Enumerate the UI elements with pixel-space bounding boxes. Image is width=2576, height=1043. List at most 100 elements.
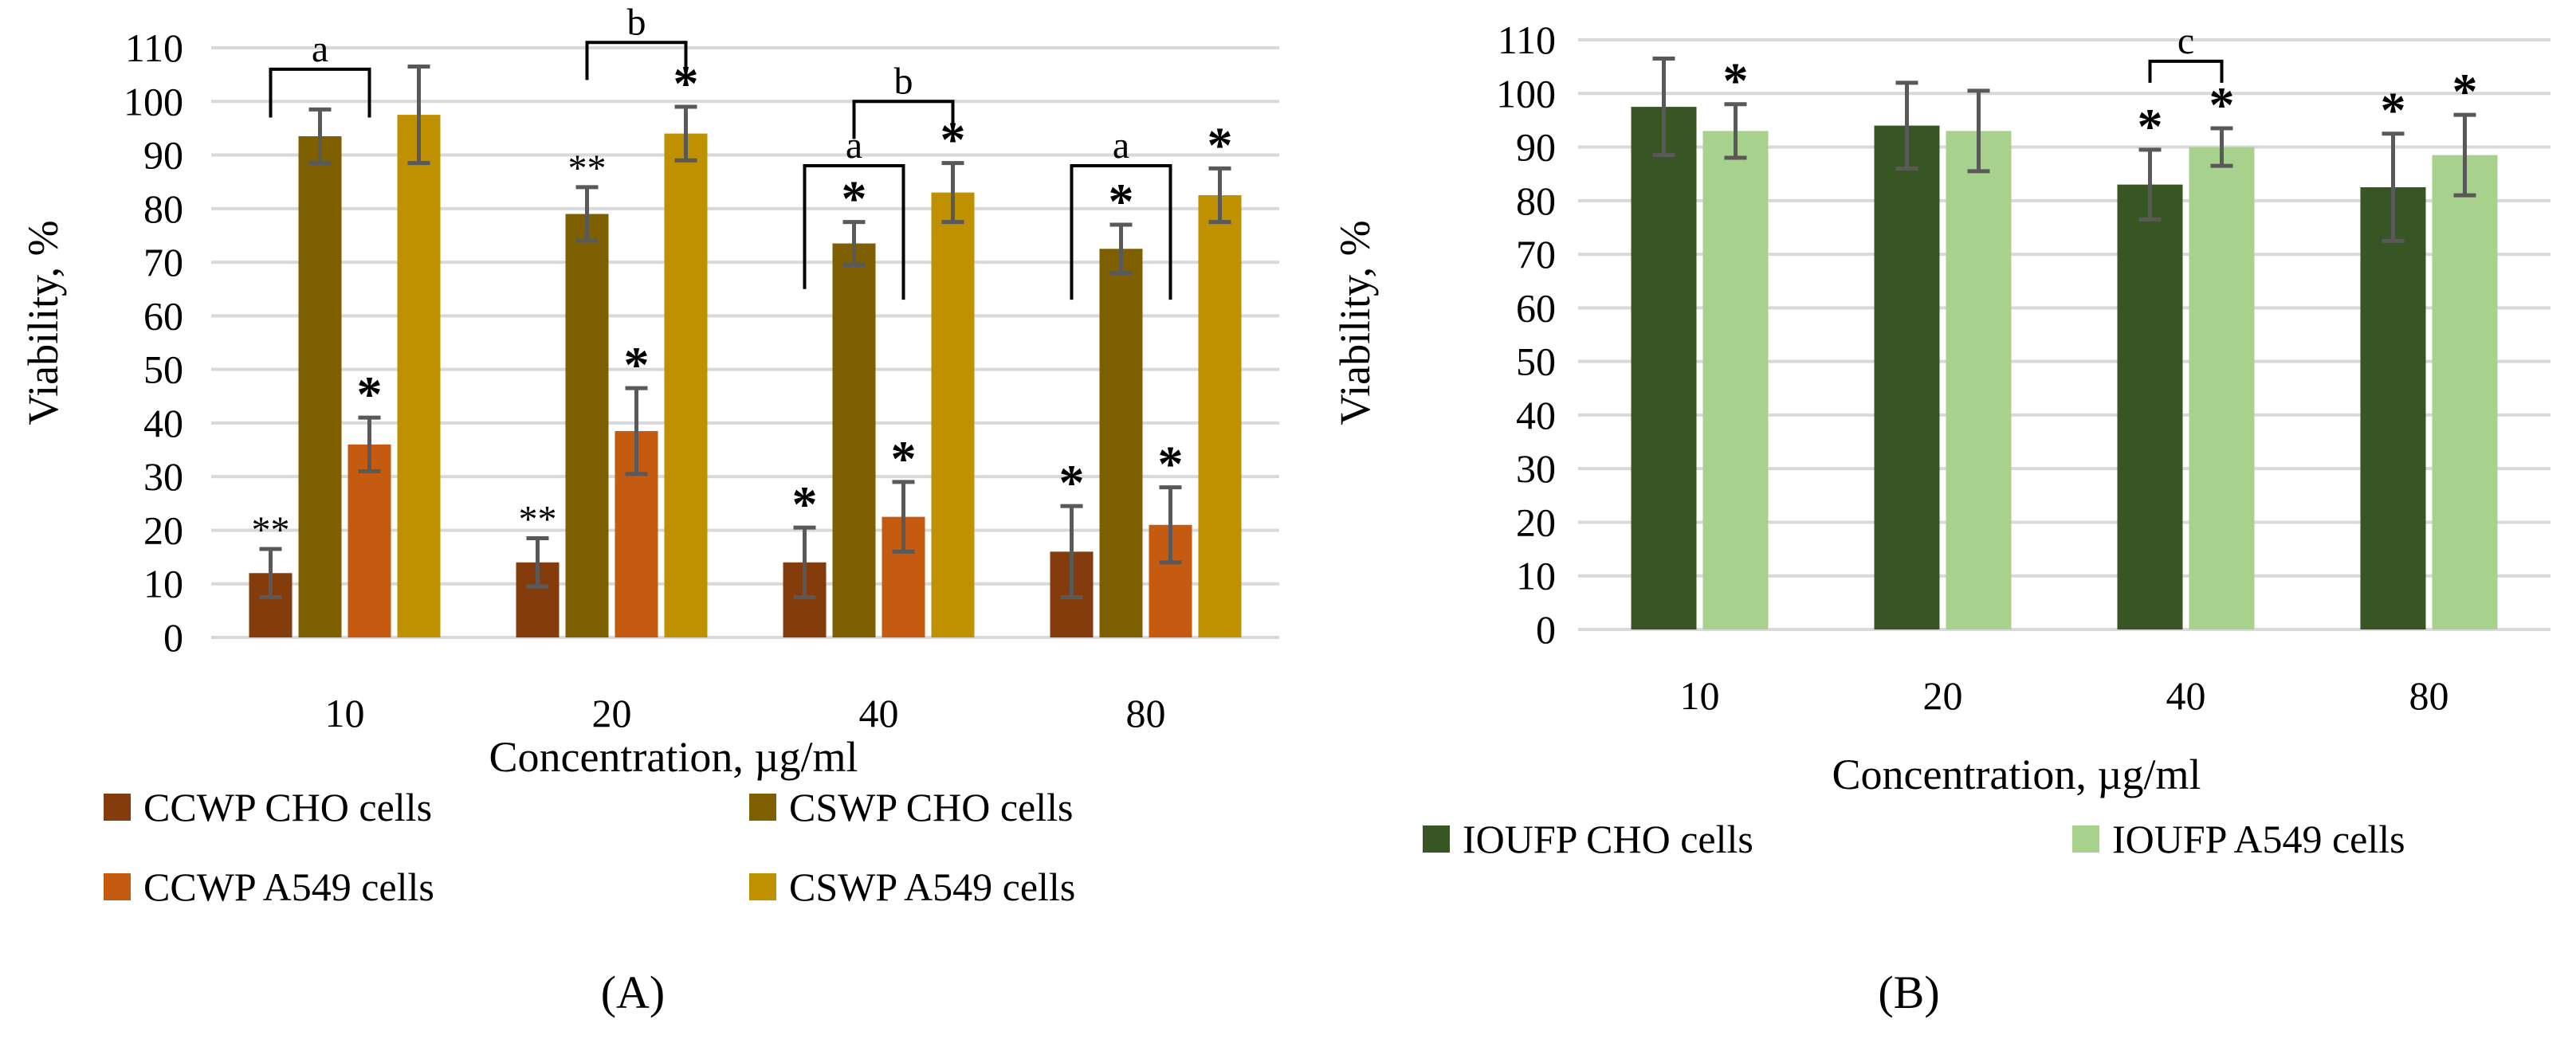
panel-b-significance-star: *	[2209, 76, 2235, 133]
panel-a-bracket-label: a	[1113, 124, 1129, 167]
panel-a-ytick-label: 20	[143, 508, 183, 552]
panel-a-ytick-label: 0	[163, 615, 183, 660]
panel-a-bar	[397, 115, 441, 637]
panel-a-bracket	[585, 41, 688, 80]
panel-b-ytick-label: 60	[1516, 285, 1556, 330]
panel-a-error-bar	[575, 185, 599, 243]
panel-b-ytick-label: 80	[1516, 178, 1556, 223]
panel-a-error-bar	[308, 107, 332, 166]
panel-a-error-bar	[358, 415, 381, 473]
panel-a-significance-star: **	[568, 147, 607, 190]
panel-b-error-bar	[2138, 147, 2162, 222]
panel-a-error-bar	[1159, 485, 1182, 565]
panel-a-significance-star: *	[842, 171, 867, 227]
panel-b-bar	[2117, 184, 2183, 630]
panel-a-bracket-label: b	[894, 60, 913, 102]
panel-a-ytick-label: 80	[143, 186, 183, 231]
panel-b-bar	[2432, 155, 2498, 630]
panel-b-ytick-label: 70	[1516, 232, 1556, 276]
panel-b-bar	[1702, 131, 1769, 629]
panel-a-bar	[832, 243, 876, 637]
panel-b-ytick-label: 40	[1516, 393, 1556, 437]
panel-b-significance-star: *	[1723, 53, 1749, 109]
panel-a-error-bar	[892, 480, 915, 554]
panel-a-legend-swatch	[104, 794, 131, 821]
panel-b-legend-swatch	[1423, 825, 1450, 853]
panel-a-ytick-label: 60	[143, 293, 183, 338]
panel-b-bar	[2189, 147, 2255, 629]
panel-a-error-bar	[1060, 504, 1083, 600]
panel-a-bar	[298, 136, 342, 637]
panel-a-bracket-label: a	[312, 28, 328, 70]
panel-a-ytick-label: 70	[143, 240, 183, 284]
panel-b-ylabel: Viability, %	[1331, 220, 1379, 425]
panel-b-bracket-label: c	[2177, 20, 2194, 62]
panel-a-bar	[565, 214, 609, 638]
panel-a-significance-star: *	[1109, 173, 1134, 229]
panel-a-error-bar	[625, 386, 648, 476]
panel-a-significance-star: **	[519, 499, 557, 541]
panel-a-bracket	[803, 164, 905, 300]
panel-a-label: (A)	[601, 967, 666, 1018]
panel-a-error-bar	[842, 220, 866, 267]
panel-a-ytick-label: 90	[143, 133, 183, 178]
panel-b-error-bar	[2453, 112, 2476, 198]
panel-a-error-bar	[407, 65, 430, 166]
panel-b-bar	[1631, 107, 1697, 629]
panel-b-legend-swatch	[2072, 825, 2099, 853]
panel-b-ytick-label: 50	[1516, 339, 1556, 384]
panel-b-error-bar	[1652, 57, 1675, 158]
panel-a-xtick-label: 20	[592, 691, 632, 735]
panel-a-error-bar	[793, 525, 816, 600]
panel-a-error-bar	[1208, 166, 1231, 225]
panel-a-significance-star: *	[357, 366, 383, 422]
panel-a-legend-label: CCWP CHO cells	[143, 785, 432, 829]
panel-a-significance-star: *	[1059, 454, 1085, 511]
panel-a-bracket-label: b	[627, 1, 646, 43]
panel-b-ytick-label: 90	[1516, 125, 1556, 170]
panel-a-error-bar	[259, 547, 282, 600]
panel-a-bracket-label: a	[846, 124, 862, 167]
panel-b-ytick-label: 10	[1516, 554, 1556, 598]
panel-b-error-bar	[2382, 131, 2405, 243]
panel-b-ytick-label: 30	[1516, 446, 1556, 491]
panel-a-bracket	[269, 67, 371, 118]
panel-a-ylabel: Viability, %	[19, 220, 67, 425]
panel-b-bar	[1874, 125, 1940, 630]
panel-b-label: (B)	[1878, 967, 1939, 1018]
panel-b-legend-label: IOUFP A549 cells	[2112, 817, 2405, 861]
panel-a-ytick-label: 50	[143, 347, 183, 392]
panel-a-error-bar	[526, 536, 549, 589]
panel-b-error-bar	[2210, 126, 2233, 168]
panel-b-ytick-label: 0	[1536, 607, 1556, 652]
panel-a-legend-swatch	[749, 873, 776, 900]
panel-b-xtick-label: 20	[1923, 673, 1963, 718]
panel-a-bracket	[1070, 164, 1172, 300]
panel-b-ytick-label: 100	[1496, 71, 1556, 116]
panel-a-bracket	[852, 100, 955, 139]
panel-b-bar	[2360, 187, 2426, 629]
panel-b-bracket	[2148, 59, 2224, 83]
panel-b-xlabel: Concentration, µg/ml	[1832, 751, 2201, 798]
panel-b-xtick-label: 80	[2409, 673, 2449, 718]
panel-a-bar	[1198, 195, 1242, 637]
panel-a-error-bar	[1109, 222, 1133, 276]
panel-a-error-bar	[941, 161, 964, 225]
panel-b-ytick-label: 110	[1498, 18, 1556, 62]
panel-a-ytick-label: 40	[143, 401, 183, 445]
panel-a-significance-star: **	[252, 509, 290, 551]
panel-a-legend-label: CSWP A549 cells	[789, 865, 1075, 909]
panel-a-bar	[348, 444, 391, 637]
panel-b-significance-star: *	[2381, 82, 2406, 139]
panel-a-xtick-label: 80	[1126, 691, 1166, 735]
panel-a-significance-star: *	[1158, 436, 1184, 492]
panel-a-significance-star: *	[1208, 116, 1233, 173]
panel-a-significance-star: *	[792, 476, 818, 532]
panel-a-error-bar	[674, 104, 697, 163]
panel-a-significance-star: *	[624, 336, 650, 393]
panel-b-bar	[1946, 131, 2012, 629]
panel-b-error-bar	[1724, 102, 1747, 160]
panel-a-ytick-label: 10	[143, 562, 183, 606]
panel-a-xlabel: Concentration, µg/ml	[489, 733, 858, 781]
